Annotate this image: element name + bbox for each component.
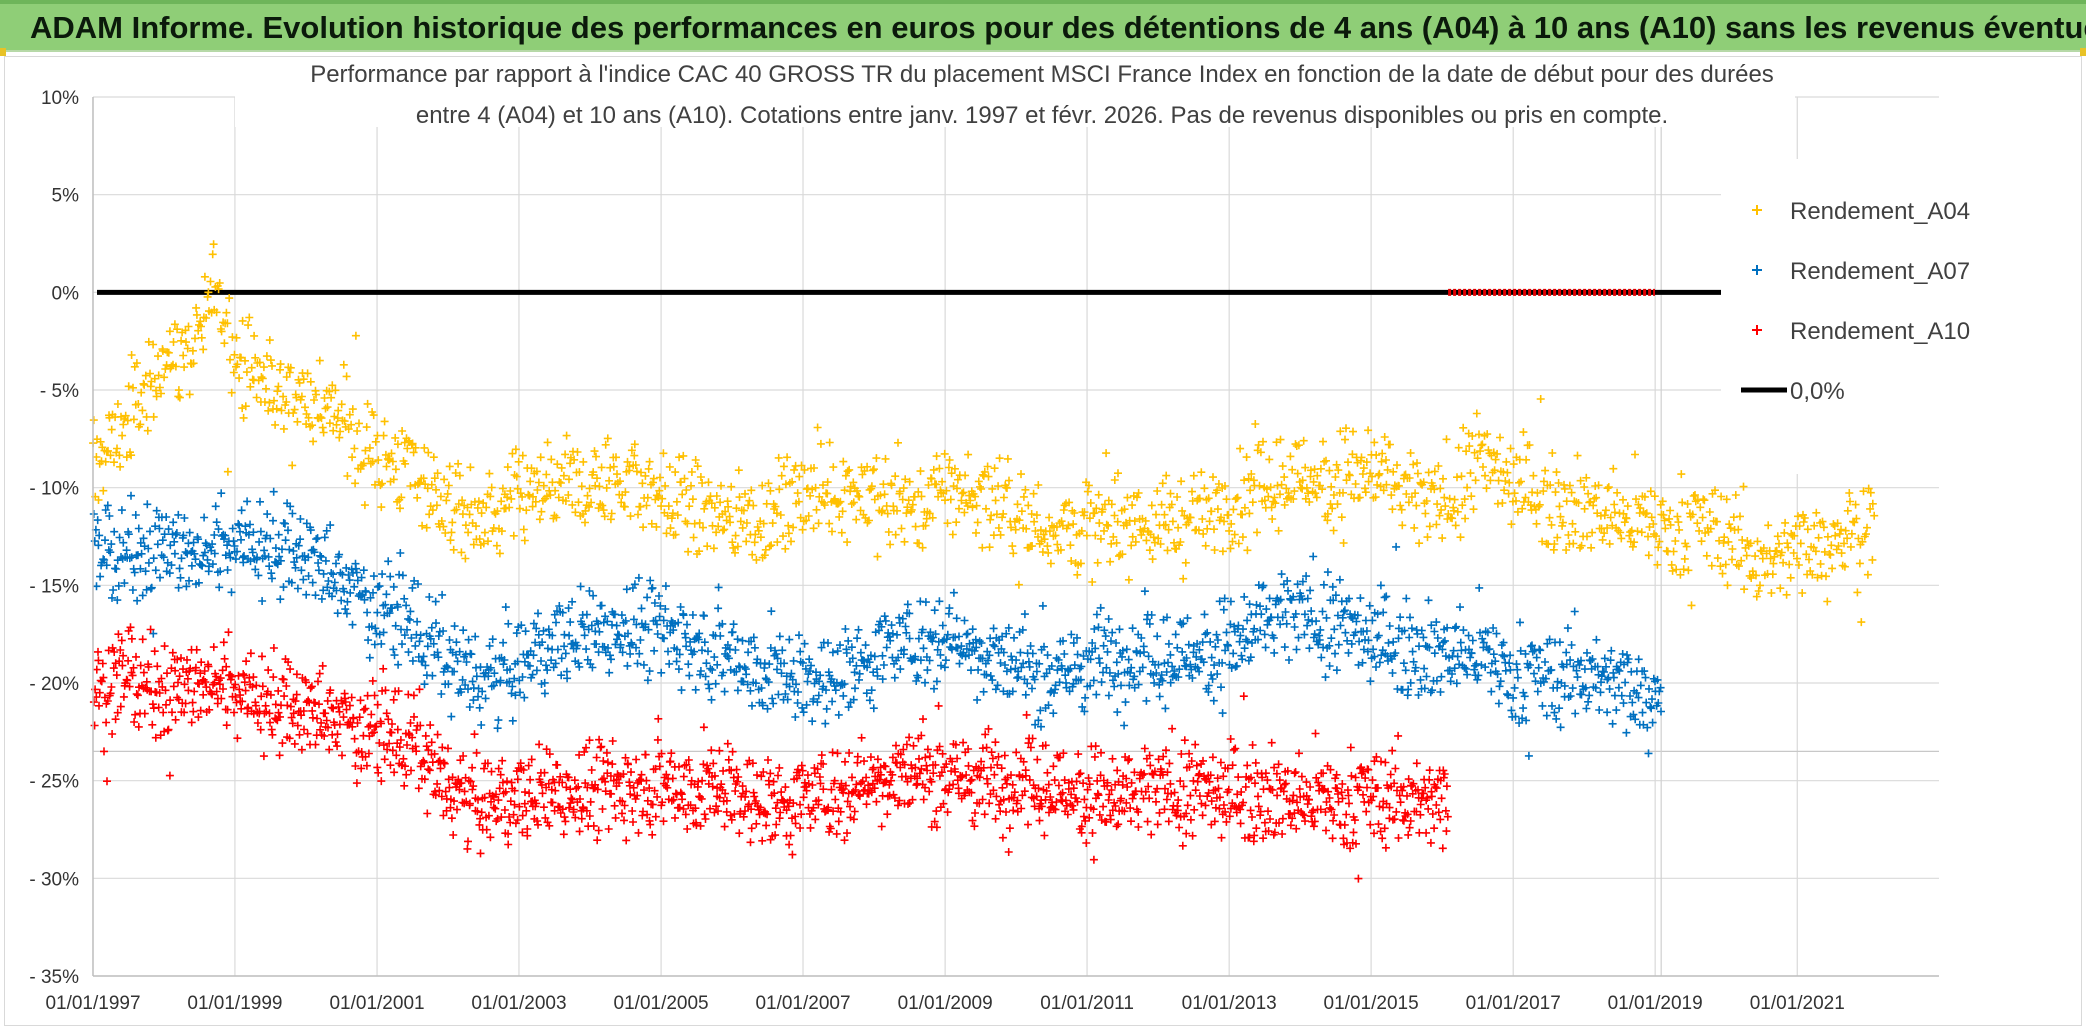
report-banner: ADAM Informe. Evolution historique des p… (0, 0, 2086, 52)
report-title: ADAM Informe. Evolution historique des p… (30, 10, 2086, 45)
legend-label-Rendement_A07: Rendement_A07 (1790, 258, 1970, 285)
y-tick-label: - 5% (40, 381, 79, 402)
series-Rendement_A10 (89, 623, 1452, 883)
y-tick-label: 0% (52, 283, 80, 304)
chart-title: Performance par rapport à l'indice CAC 4… (235, 57, 1795, 129)
x-tick-label: 01/01/2007 (755, 993, 850, 1014)
legend: Rendement_A04 Rendement_A07 Rendement_A10 0… (1721, 159, 2017, 474)
y-tick-label: - 30% (29, 869, 79, 890)
legend-marker-Rendement_A04 (1752, 205, 1762, 215)
x-tick-label: 01/01/2003 (471, 993, 566, 1014)
x-tick-label: 01/01/2009 (898, 993, 993, 1014)
y-tick-label: - 10% (29, 479, 79, 500)
x-tick-label: 01/01/2019 (1608, 993, 1703, 1014)
x-tick-label: 01/01/1997 (45, 993, 140, 1014)
corner-accent-right (2080, 48, 2086, 56)
y-tick-label: - 20% (29, 674, 79, 695)
gridlines (92, 96, 1939, 977)
y-tick-label: - 35% (29, 967, 79, 988)
x-tick-label: 01/01/2001 (329, 993, 424, 1014)
y-tick-label: 10% (41, 88, 79, 109)
title-background (235, 57, 1795, 127)
legend-label-Rendement_A10: Rendement_A10 (1790, 318, 1970, 345)
legend-label-Rendement_A04: Rendement_A04 (1790, 198, 1970, 225)
series-Rendement_A07 (89, 487, 1665, 760)
x-tick-label: 01/01/2015 (1324, 993, 1419, 1014)
chart-title-line-2: entre 4 (A04) et 10 ans (A10). Cotations… (416, 102, 1668, 129)
legend-box (1721, 159, 2017, 474)
y-tick-label: - 15% (29, 576, 79, 597)
x-tick-label: 01/01/2021 (1750, 993, 1845, 1014)
x-tick-label: 01/01/2005 (614, 993, 709, 1014)
data-points (89, 240, 1879, 883)
chart-area: 10% 5% 0% - 5% - 10% - 15% - 20% - 25% - 30% - 35… (4, 56, 2082, 1026)
legend-label-zero-line: 0,0% (1790, 378, 1845, 405)
x-tick-label: 01/01/1999 (187, 993, 282, 1014)
axes: 10% 5% 0% - 5% - 10% - 15% - 20% - 25% - 30% - 35… (29, 88, 1939, 1014)
marker-Rendement_A10 (89, 623, 1452, 883)
x-tick-label: 01/01/2017 (1466, 993, 1561, 1014)
scatter-chart: 10% 5% 0% - 5% - 10% - 15% - 20% - 25% - 30% - 35… (29, 57, 2017, 1014)
legend-marker-Rendement_A10 (1752, 325, 1762, 335)
x-tick-label: 01/01/2011 (1040, 993, 1134, 1014)
legend-marker-Rendement_A07 (1752, 265, 1762, 275)
y-tick-label: - 25% (29, 772, 79, 793)
y-tick-label: 5% (52, 186, 80, 207)
x-tick-label: 01/01/2013 (1182, 993, 1277, 1014)
chart-title-line-1: Performance par rapport à l'indice CAC 4… (310, 61, 1774, 88)
corner-accent-left (0, 48, 6, 56)
marker-Rendement_A07 (89, 487, 1665, 760)
